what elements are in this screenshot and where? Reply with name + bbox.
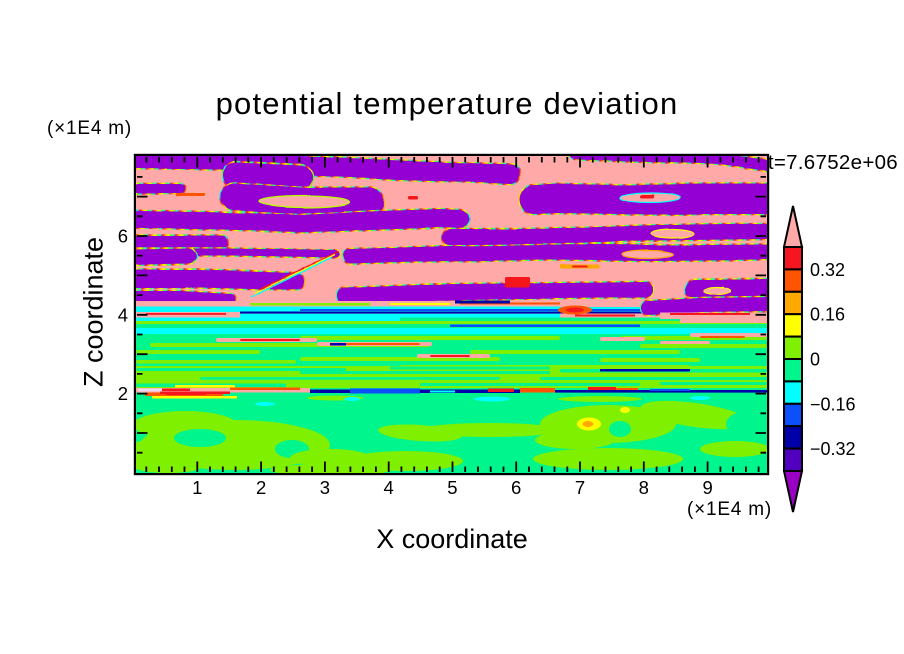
svg-text:8: 8 (639, 477, 649, 498)
svg-text:0: 0 (810, 350, 820, 370)
svg-text:4: 4 (384, 477, 394, 498)
svg-text:2: 2 (256, 477, 266, 498)
svg-text:1: 1 (192, 477, 202, 498)
svg-text:−0.16: −0.16 (810, 394, 856, 414)
svg-text:potential temperature deviatio: potential temperature deviation (216, 86, 679, 121)
svg-text:0.32: 0.32 (810, 260, 845, 280)
svg-text:(×1E4 m): (×1E4 m) (687, 499, 772, 520)
svg-text:6: 6 (118, 226, 128, 247)
svg-text:(×1E4 m): (×1E4 m) (47, 118, 132, 139)
svg-text:3: 3 (320, 477, 330, 498)
svg-text:6: 6 (511, 477, 521, 498)
svg-text:4: 4 (118, 304, 128, 325)
svg-text:Z coordinate: Z coordinate (79, 237, 109, 387)
svg-text:−0.32: −0.32 (810, 439, 856, 459)
svg-text:7: 7 (575, 477, 585, 498)
svg-text:X coordinate: X coordinate (376, 524, 528, 554)
svg-text:0.16: 0.16 (810, 305, 845, 325)
svg-text:2: 2 (118, 383, 128, 404)
svg-text:t=7.6752e+06: t=7.6752e+06 (768, 151, 898, 174)
svg-text:5: 5 (447, 477, 457, 498)
svg-text:9: 9 (702, 477, 712, 498)
